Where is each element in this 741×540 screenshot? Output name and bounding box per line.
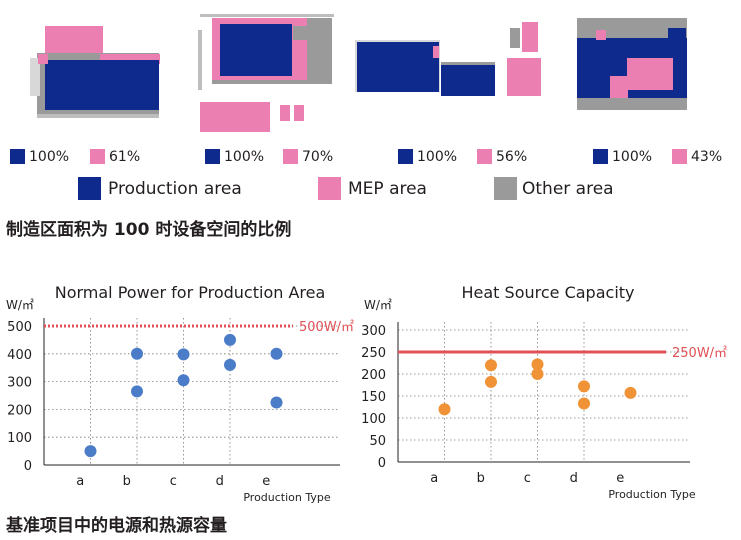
x-axis-label: Production Type <box>243 491 331 504</box>
y-tick-label: 0 <box>24 459 32 474</box>
mep-swatch <box>672 149 687 164</box>
production-percent: 100% <box>29 149 70 165</box>
floor-plan-3 <box>355 22 541 96</box>
data-point <box>270 396 283 409</box>
y-tick-label: 100 <box>7 431 32 446</box>
x-tick-label: b <box>477 471 485 486</box>
chart-title: Heat Source Capacity <box>462 283 635 302</box>
caption-bottom: 基准项目中的电源和热源容量 <box>6 516 227 536</box>
data-point <box>270 347 283 360</box>
y-tick-label: 250 <box>361 346 386 361</box>
x-tick-label: c <box>170 474 177 489</box>
data-point <box>578 397 590 410</box>
y-tick-label: 300 <box>7 376 32 391</box>
y-tick-label: 400 <box>7 348 32 363</box>
reference-line-label: 250W/㎡ <box>672 346 727 361</box>
y-tick-label: 200 <box>361 368 386 383</box>
data-point <box>224 333 236 346</box>
data-point <box>84 445 97 458</box>
production-percent: 100% <box>612 149 653 165</box>
mep-swatch <box>477 149 492 164</box>
other-swatch <box>494 177 517 200</box>
mep-percent: 70% <box>302 149 334 165</box>
production-swatch <box>10 149 25 164</box>
x-tick-label: e <box>616 471 624 486</box>
data-point <box>531 358 544 371</box>
x-tick-label: c <box>524 471 531 486</box>
x-tick-label: b <box>123 474 131 489</box>
y-tick-label: 300 <box>361 324 386 339</box>
production-swatch <box>593 149 608 164</box>
y-tick-label: 200 <box>7 403 32 418</box>
data-point <box>485 375 497 388</box>
production-swatch <box>398 149 413 164</box>
caption-top: 制造区面积为 100 时设备空间的比例 <box>6 220 292 240</box>
data-point <box>177 348 190 361</box>
chart-title: Normal Power for Production Area <box>55 283 326 302</box>
mep-percent: 56% <box>496 149 528 165</box>
mep-percent: 61% <box>109 149 141 165</box>
data-point <box>131 385 143 398</box>
legend-production-label: Production area <box>108 179 242 199</box>
production-percent: 100% <box>224 149 265 165</box>
x-tick-label: d <box>216 474 224 489</box>
y-tick-label: 100 <box>361 412 386 427</box>
heat-chart: Heat Source Capacity W/㎡ 0 50 100 150 200 250 30… <box>361 283 727 501</box>
production-percent: 100% <box>417 149 458 165</box>
y-axis-label: W/㎡ <box>364 298 392 312</box>
data-point <box>131 347 143 360</box>
data-point <box>438 403 451 416</box>
y-tick-label: 500 <box>7 320 32 335</box>
data-point <box>624 386 637 399</box>
reference-line-label: 500W/㎡ <box>299 320 354 335</box>
floor-plan-4 <box>577 18 687 110</box>
floor-plan-2 <box>198 12 334 134</box>
production-swatch <box>78 177 101 200</box>
y-tick-label: 50 <box>369 434 386 449</box>
data-point <box>485 359 497 372</box>
data-point <box>531 368 544 380</box>
x-tick-label: a <box>76 474 84 489</box>
production-swatch <box>205 149 220 164</box>
mep-percent: 43% <box>691 149 723 165</box>
x-tick-label: a <box>430 471 438 486</box>
data-point <box>578 380 590 393</box>
y-tick-label: 150 <box>361 390 386 405</box>
mep-swatch <box>90 149 105 164</box>
legend-other-label: Other area <box>522 179 614 199</box>
x-axis-label: Production Type <box>608 488 696 501</box>
mep-swatch <box>318 177 341 200</box>
y-tick-label: 0 <box>378 456 386 471</box>
x-tick-label: d <box>570 471 578 486</box>
floor-plan-1 <box>30 26 160 118</box>
power-chart: Normal Power for Production Area W/㎡ 0 100 2… <box>6 283 354 504</box>
x-tick-label: e <box>262 474 270 489</box>
legend-mep-label: MEP area <box>348 179 427 199</box>
data-point <box>177 374 190 387</box>
y-axis-label: W/㎡ <box>6 298 34 312</box>
data-point <box>224 358 236 371</box>
mep-swatch <box>283 149 298 164</box>
